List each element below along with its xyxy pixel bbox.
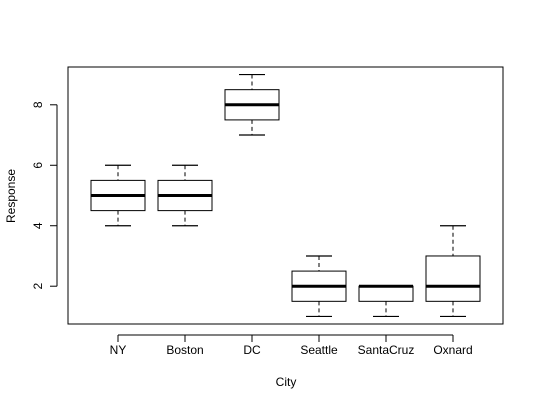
- iqr-box: [358, 285, 414, 302]
- x-tick-label: NY: [110, 343, 127, 357]
- plot-frame: [67, 66, 504, 325]
- y-tick-label: 6: [31, 162, 45, 169]
- x-tick-label: DC: [243, 343, 261, 357]
- y-tick-label: 2: [31, 283, 45, 290]
- iqr-box: [425, 255, 481, 302]
- x-tick-label: SantaCruz: [358, 343, 415, 357]
- x-axis-title: City: [276, 375, 297, 389]
- y-tick-label: 4: [31, 222, 45, 229]
- y-axis-title: Response: [4, 169, 18, 223]
- plot-layer: 2 4 6 8 NY Boston DC Seattle SantaCruz Oxnard: [31, 66, 504, 357]
- x-tick-label: Oxnard: [433, 343, 472, 357]
- x-tick-label: Seattle: [300, 343, 338, 357]
- x-tick-label: Boston: [166, 343, 203, 357]
- y-tick-label: 8: [31, 101, 45, 108]
